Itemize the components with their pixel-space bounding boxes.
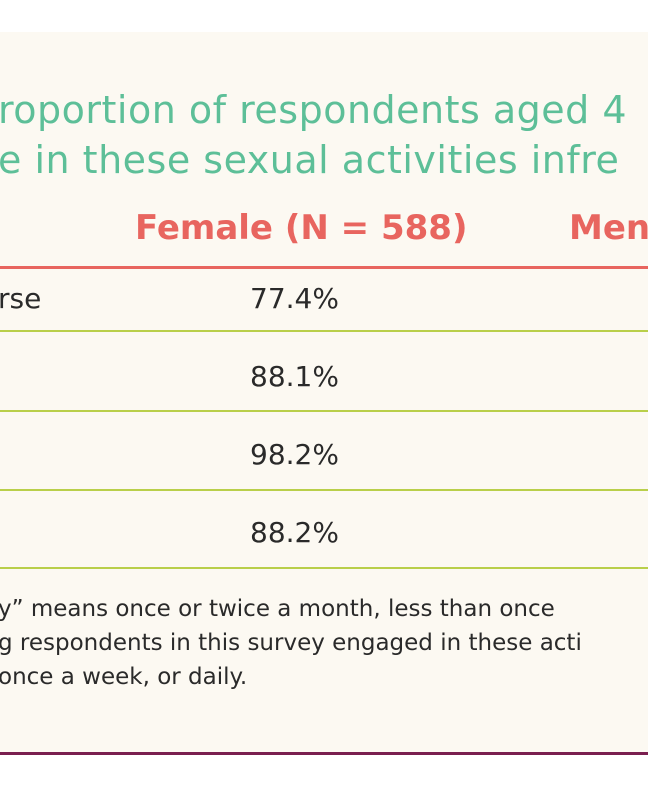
row-value-female-4: 88.2% [250, 516, 339, 549]
row-divider [0, 410, 648, 412]
column-header-men: Men [569, 208, 648, 248]
row-divider [0, 489, 648, 491]
footnote-line-2: g respondents in this survey engaged in … [0, 630, 582, 656]
title-line-2: e in these sexual activities infre [0, 138, 620, 182]
row-divider [0, 567, 648, 569]
row-label-1: rse [0, 282, 42, 315]
bottom-rule [0, 752, 648, 755]
row-value-female-1: 77.4% [250, 282, 339, 315]
header-rule [0, 266, 648, 269]
row-value-female-3: 98.2% [250, 438, 339, 471]
footnote-line-3: once a week, or daily. [0, 664, 248, 690]
title-line-1: roportion of respondents aged 4 [0, 88, 628, 132]
row-divider [0, 330, 648, 332]
row-value-female-2: 88.1% [250, 360, 339, 393]
column-header-female: Female (N = 588) [135, 208, 468, 248]
footnote-line-1: y” means once or twice a month, less tha… [0, 596, 555, 622]
table-panel: roportion of respondents aged 4 e in the… [0, 32, 648, 754]
